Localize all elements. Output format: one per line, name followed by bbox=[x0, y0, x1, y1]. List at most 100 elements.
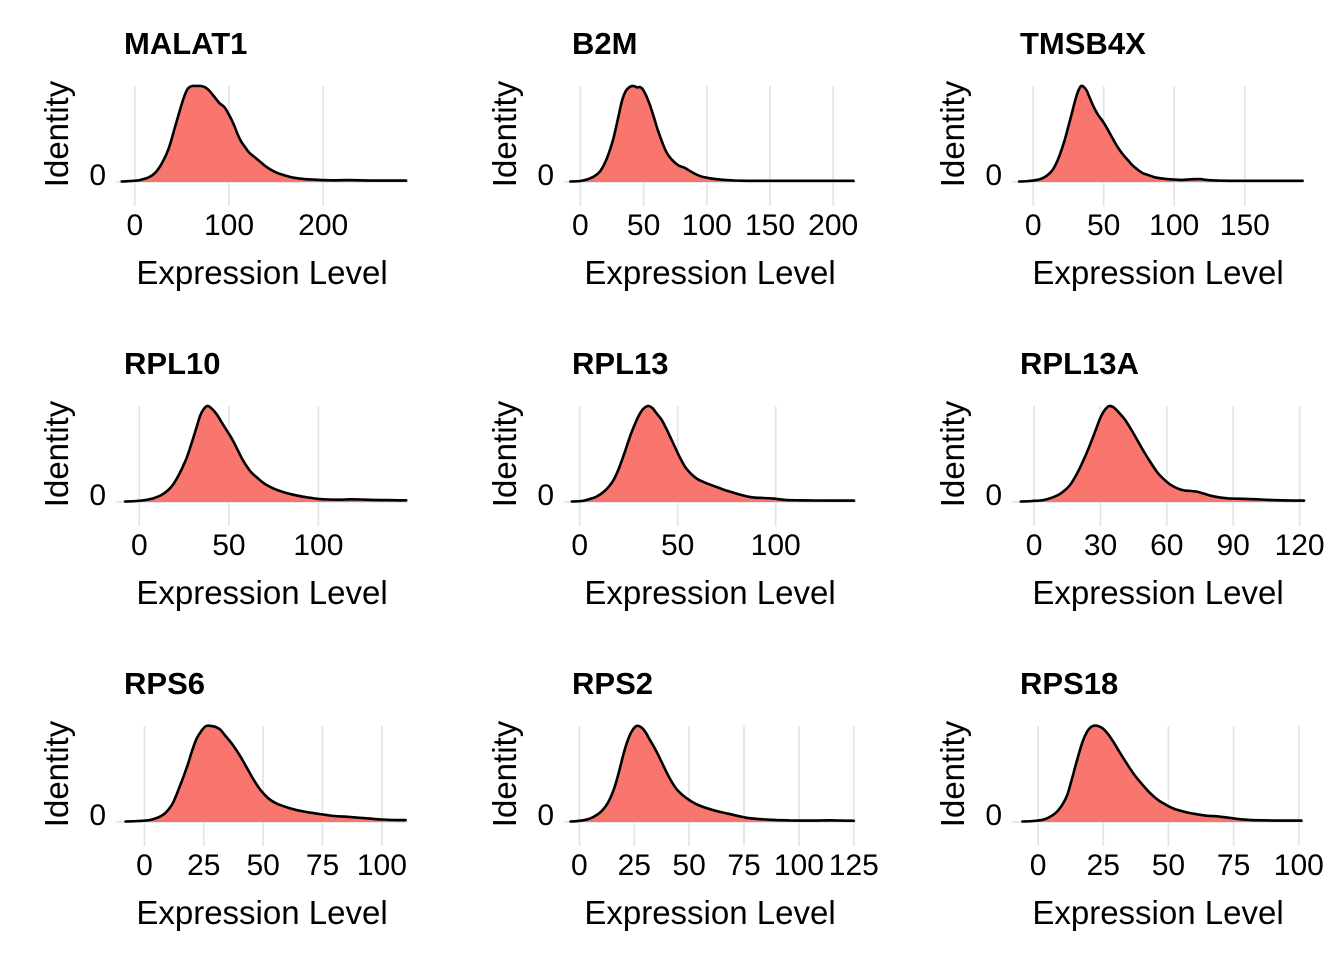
x-tick-label: 125 bbox=[828, 849, 879, 882]
x-tick-label: 25 bbox=[187, 849, 221, 882]
x-tick-label: 100 bbox=[681, 209, 732, 242]
y-tick-label: 0 bbox=[89, 799, 106, 832]
x-tick-label: 50 bbox=[1151, 849, 1186, 882]
ridge-panel: B2M Identity 0 0 50 100 150 200 Expression L… bbox=[448, 0, 896, 320]
density-plot bbox=[1012, 724, 1304, 846]
x-tick-label: 100 bbox=[1149, 209, 1200, 242]
gridlines bbox=[1037, 726, 1300, 846]
density-plot bbox=[1012, 404, 1306, 526]
x-tick-label: 150 bbox=[744, 209, 796, 242]
gridlines bbox=[1033, 406, 1301, 526]
y-tick-label: 0 bbox=[985, 159, 1002, 192]
density-area bbox=[1019, 85, 1303, 182]
density-line bbox=[120, 84, 408, 183]
x-tick-label: 75 bbox=[305, 849, 340, 882]
density-area bbox=[1020, 405, 1304, 502]
gridlines bbox=[578, 726, 855, 846]
x-tick-labels: 0 50 100 bbox=[0, 531, 448, 565]
x-tick-label: 30 bbox=[1083, 529, 1118, 562]
ridge-panel: RPS18 Identity 0 0 25 50 75 100 Expression L… bbox=[896, 640, 1344, 960]
density-area bbox=[1022, 725, 1302, 822]
density-area bbox=[125, 725, 406, 822]
x-tick-label: 0 bbox=[136, 849, 153, 882]
x-tick-label: 100 bbox=[750, 529, 801, 562]
x-tick-label: 100 bbox=[1273, 849, 1324, 882]
ridge-panel: MALAT1 Identity 0 0 100 200 Expression Lev… bbox=[0, 0, 448, 320]
x-tick-labels: 0 50 100 150 200 bbox=[448, 211, 896, 245]
density-area bbox=[570, 85, 854, 182]
ridge-panel: RPS6 Identity 0 0 25 50 75 100 Expression Le… bbox=[0, 640, 448, 960]
density-area bbox=[570, 725, 854, 822]
x-tick-label: 0 bbox=[126, 209, 144, 242]
ridge-panel: RPL13A Identity 0 0 30 60 90 120 Expression … bbox=[896, 320, 1344, 640]
x-tick-label: 0 bbox=[571, 529, 589, 562]
x-tick-label: 200 bbox=[298, 209, 349, 242]
y-tick-label: 0 bbox=[985, 799, 1002, 832]
x-tick-labels: 0 100 200 bbox=[0, 211, 448, 245]
density-line bbox=[569, 84, 855, 183]
x-axis-label: Expression Level bbox=[584, 574, 836, 611]
density-line bbox=[1019, 404, 1306, 503]
x-tick-label: 0 bbox=[571, 849, 588, 882]
x-tick-label: 50 bbox=[212, 529, 246, 562]
density-line bbox=[570, 404, 856, 503]
density-plot bbox=[116, 404, 408, 526]
x-tick-label: 25 bbox=[1086, 849, 1120, 882]
x-axis-label: Expression Level bbox=[1032, 894, 1284, 931]
x-tick-label: 25 bbox=[617, 849, 651, 882]
x-tick-label: 100 bbox=[356, 849, 407, 882]
x-tick-label: 100 bbox=[773, 849, 824, 882]
density-line bbox=[124, 724, 407, 823]
ridge-panel: RPS2 Identity 0 0 25 50 75 100 125 Expression… bbox=[448, 640, 896, 960]
y-tick-label: 0 bbox=[537, 799, 554, 832]
x-tick-label: 200 bbox=[808, 209, 859, 242]
panel-title: MALAT1 bbox=[124, 26, 248, 61]
x-tick-label: 90 bbox=[1216, 529, 1250, 562]
y-tick-label: 0 bbox=[537, 479, 554, 512]
density-plot bbox=[564, 84, 856, 206]
x-tick-label: 60 bbox=[1150, 529, 1184, 562]
x-tick-label: 100 bbox=[203, 209, 255, 242]
panel-title: RPS2 bbox=[572, 666, 653, 701]
y-tick-label: 0 bbox=[89, 159, 106, 192]
x-tick-label: 50 bbox=[672, 849, 706, 882]
density-plot bbox=[1012, 84, 1304, 206]
x-tick-label: 0 bbox=[1025, 529, 1043, 562]
x-tick-labels: 0 50 100 bbox=[448, 531, 896, 565]
y-tick-label: 0 bbox=[537, 159, 554, 192]
panel-title: RPS6 bbox=[124, 666, 205, 701]
panel-title: RPL13 bbox=[572, 346, 669, 381]
density-plot bbox=[116, 724, 408, 846]
x-tick-label: 50 bbox=[1087, 209, 1121, 242]
x-tick-label: 50 bbox=[246, 849, 280, 882]
x-tick-labels: 0 50 100 150 bbox=[896, 211, 1344, 245]
density-area bbox=[121, 85, 407, 182]
x-axis-label: Expression Level bbox=[136, 574, 388, 611]
x-tick-label: 50 bbox=[626, 209, 661, 242]
density-line bbox=[1021, 724, 1303, 823]
x-axis-label: Expression Level bbox=[584, 254, 836, 291]
x-tick-label: 0 bbox=[1029, 849, 1047, 882]
x-tick-label: 0 bbox=[1024, 209, 1042, 242]
y-tick-label: 0 bbox=[985, 479, 1002, 512]
density-plot bbox=[564, 404, 856, 526]
x-tick-labels: 0 25 50 75 100 bbox=[0, 851, 448, 885]
x-tick-label: 120 bbox=[1274, 529, 1325, 562]
ridge-panel: RPL10 Identity 0 0 50 100 Expression Level bbox=[0, 320, 448, 640]
panel-title: TMSB4X bbox=[1020, 26, 1146, 61]
ridge-panel: TMSB4X Identity 0 0 50 100 150 Expression L… bbox=[896, 0, 1344, 320]
panel-title: RPL10 bbox=[124, 346, 221, 381]
panel-title: B2M bbox=[572, 26, 638, 61]
density-line bbox=[569, 724, 856, 823]
x-tick-labels: 0 25 50 75 100 125 bbox=[448, 851, 896, 885]
density-plot bbox=[564, 724, 856, 846]
density-line bbox=[1017, 84, 1304, 183]
x-axis-label: Expression Level bbox=[1032, 574, 1284, 611]
density-plot bbox=[116, 84, 408, 206]
density-line bbox=[123, 404, 408, 503]
x-axis-label: Expression Level bbox=[136, 894, 388, 931]
x-tick-label: 75 bbox=[727, 849, 761, 882]
density-area bbox=[571, 406, 854, 502]
density-area bbox=[125, 405, 407, 502]
